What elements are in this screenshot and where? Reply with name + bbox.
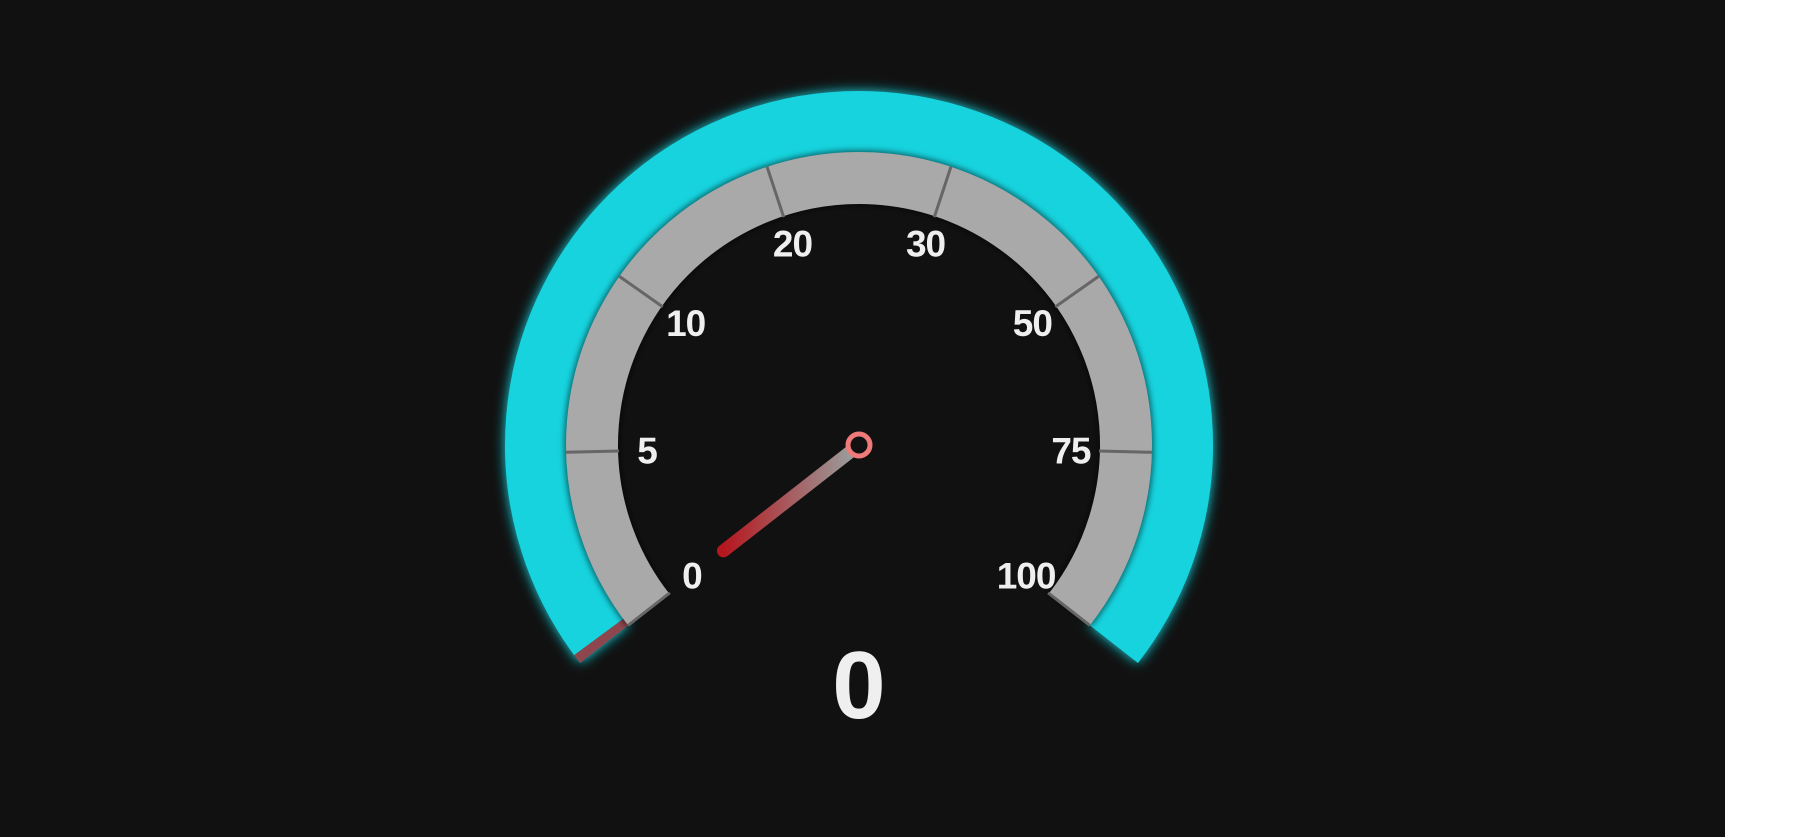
needle-hub <box>845 431 873 459</box>
speed-gauge: 0 5 10 20 30 50 75 100 0 <box>505 91 1213 739</box>
gauge-tick-20 <box>765 166 786 218</box>
speedtest-screen: 0 5 10 20 30 50 75 100 0 <box>0 0 1725 837</box>
gauge-tick-10 <box>618 275 664 309</box>
gauge-needle <box>716 445 857 558</box>
gauge-tick-label-75: 75 <box>1051 430 1091 471</box>
gauge-tick-label-30: 30 <box>906 224 946 265</box>
gauge-progress-arc <box>574 618 629 663</box>
gauge-tick-5 <box>566 449 620 454</box>
speed-readout: 0 <box>832 632 885 739</box>
gauge-tick-label-20: 20 <box>773 224 813 265</box>
gauge-tick-label-100: 100 <box>997 556 1056 597</box>
gauge-tick-0 <box>627 591 671 627</box>
gauge-tick-100 <box>1047 591 1091 627</box>
gauge-ticks <box>566 166 1152 627</box>
gauge-outer-arc <box>505 91 1213 663</box>
gauge-tick-label-5: 5 <box>637 430 657 471</box>
gauge-inner-band <box>566 152 1152 626</box>
gauge-tick-30 <box>932 166 953 218</box>
gauge-tick-label-0: 0 <box>682 556 702 597</box>
right-edge-strip <box>1725 0 1807 837</box>
gauge-tick-50 <box>1054 275 1100 309</box>
gauge-tick-labels: 0 5 10 20 30 50 75 100 <box>637 224 1092 597</box>
gauge-tick-75 <box>1098 449 1152 454</box>
gauge-tick-label-50: 50 <box>1013 303 1053 344</box>
gauge-tick-label-10: 10 <box>666 303 706 344</box>
